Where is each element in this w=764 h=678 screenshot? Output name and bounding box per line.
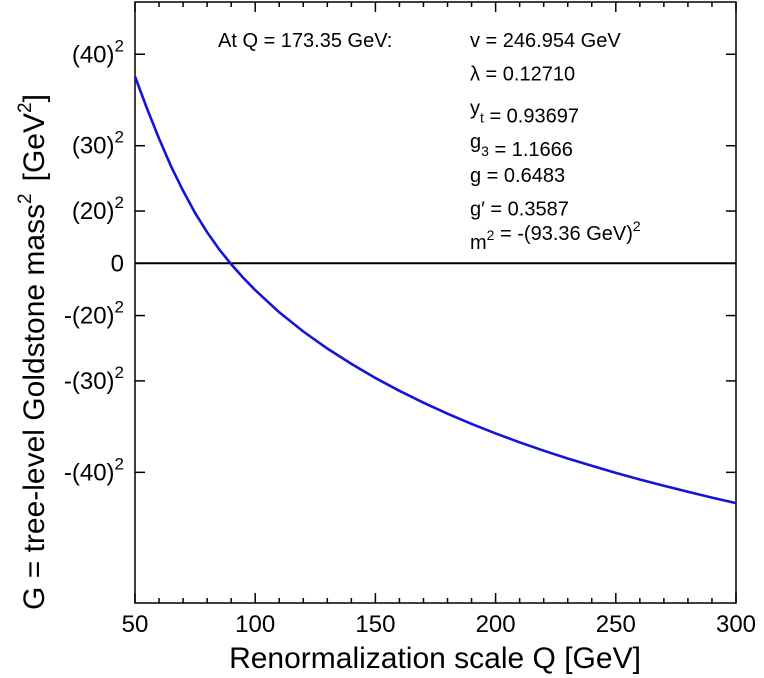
y-tick-label: (20)2 bbox=[72, 193, 124, 225]
x-tick-label: 300 bbox=[716, 611, 756, 638]
param-line: g = 0.6483 bbox=[470, 165, 565, 187]
y-axis-title-unit-sup: 2 bbox=[15, 102, 36, 113]
param-line: λ = 0.12710 bbox=[470, 64, 575, 86]
y-tick-label: -(20)2 bbox=[64, 298, 124, 330]
y-tick-label: (30)2 bbox=[72, 128, 124, 160]
param-line: v = 246.954 GeV bbox=[470, 30, 621, 52]
param-line: yt = 0.93697 bbox=[470, 97, 579, 127]
annotation-header: At Q = 173.35 GeV: bbox=[218, 30, 392, 52]
y-axis-ticks: (40)2 (30)2 (20)2 0 -(20)2 -(30)2 -(40)2 bbox=[64, 36, 736, 486]
x-tick-label: 100 bbox=[235, 611, 275, 638]
param-line: g3 = 1.1666 bbox=[470, 131, 573, 161]
y-axis-title: G = tree-level Goldstone mass2[GeV2] bbox=[15, 94, 51, 610]
y-axis-title-unit-close: ] bbox=[18, 94, 51, 102]
plot-area-frame bbox=[134, 1, 737, 604]
y-tick-label: -(30)2 bbox=[64, 363, 124, 395]
x-tick-label: 250 bbox=[596, 611, 636, 638]
x-axis-ticks: 50 100 150 200 250 300 bbox=[122, 2, 756, 638]
y-axis-title-unit: [GeV bbox=[18, 113, 51, 181]
y-tick-label: -(40)2 bbox=[64, 454, 124, 486]
x-tick-label: 200 bbox=[476, 611, 516, 638]
x-axis-title: Renormalization scale Q [GeV] bbox=[229, 642, 641, 675]
y-tick-label: (40)2 bbox=[72, 36, 124, 68]
x-tick-label: 150 bbox=[355, 611, 395, 638]
y-axis-title-main: G = tree-level Goldstone mass bbox=[18, 204, 51, 610]
y-axis-title-sup: 2 bbox=[15, 193, 36, 204]
y-tick-label: 0 bbox=[111, 250, 124, 277]
series-line-g-of-q bbox=[133, 76, 737, 505]
param-line: m2 = -(93.36 GeV)2 bbox=[470, 218, 641, 254]
annotation-params: v = 246.954 GeV λ = 0.12710 yt = 0.93697 g3… bbox=[470, 30, 641, 254]
param-line: g′ = 0.3587 bbox=[470, 199, 569, 221]
x-tick-label: 50 bbox=[122, 611, 149, 638]
